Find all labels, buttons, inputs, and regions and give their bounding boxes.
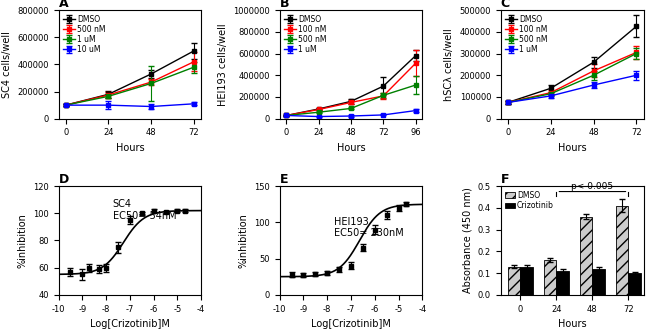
Bar	[508, 267, 521, 295]
Text: p< 0.005: p< 0.005	[571, 182, 614, 191]
Bar	[616, 206, 629, 295]
Y-axis label: Absorbance (450 nm): Absorbance (450 nm)	[462, 188, 473, 293]
X-axis label: Log[Crizotinib]M: Log[Crizotinib]M	[311, 319, 391, 329]
Legend: DMSO, Crizotinib: DMSO, Crizotinib	[504, 190, 554, 211]
Bar	[521, 267, 533, 295]
X-axis label: Hours: Hours	[337, 143, 365, 153]
Text: C: C	[500, 0, 510, 10]
Text: B: B	[280, 0, 289, 10]
Bar	[556, 271, 569, 295]
Y-axis label: SC4 cells/well: SC4 cells/well	[1, 31, 12, 98]
Legend: DMSO, 100 nM, 500 nM, 1 uM: DMSO, 100 nM, 500 nM, 1 uM	[283, 14, 327, 55]
Y-axis label: %inhibition: %inhibition	[18, 213, 27, 268]
Y-axis label: HEI193 cells/well: HEI193 cells/well	[218, 23, 227, 106]
Text: HEI193
EC50= 230nM: HEI193 EC50= 230nM	[334, 216, 404, 238]
X-axis label: Log[Crizotinib]M: Log[Crizotinib]M	[90, 319, 170, 329]
Bar	[580, 216, 592, 295]
Text: E: E	[280, 173, 288, 186]
Bar	[592, 269, 605, 295]
X-axis label: Hours: Hours	[558, 319, 586, 329]
Text: F: F	[500, 173, 510, 186]
Legend: DMSO, 100 nM, 500 nM, 1 uM: DMSO, 100 nM, 500 nM, 1 uM	[504, 14, 549, 55]
Text: D: D	[58, 173, 69, 186]
Bar	[629, 273, 642, 295]
Text: SC4
EC50= 54nM: SC4 EC50= 54nM	[112, 199, 176, 221]
Y-axis label: hSCλ cells/well: hSCλ cells/well	[444, 28, 454, 101]
Legend: DMSO, 500 nM, 1 uM, 10 uM: DMSO, 500 nM, 1 uM, 10 uM	[62, 14, 106, 55]
Bar	[543, 260, 556, 295]
Text: A: A	[58, 0, 68, 10]
X-axis label: Hours: Hours	[116, 143, 144, 153]
Y-axis label: %inhibition: %inhibition	[239, 213, 249, 268]
X-axis label: Hours: Hours	[558, 143, 586, 153]
